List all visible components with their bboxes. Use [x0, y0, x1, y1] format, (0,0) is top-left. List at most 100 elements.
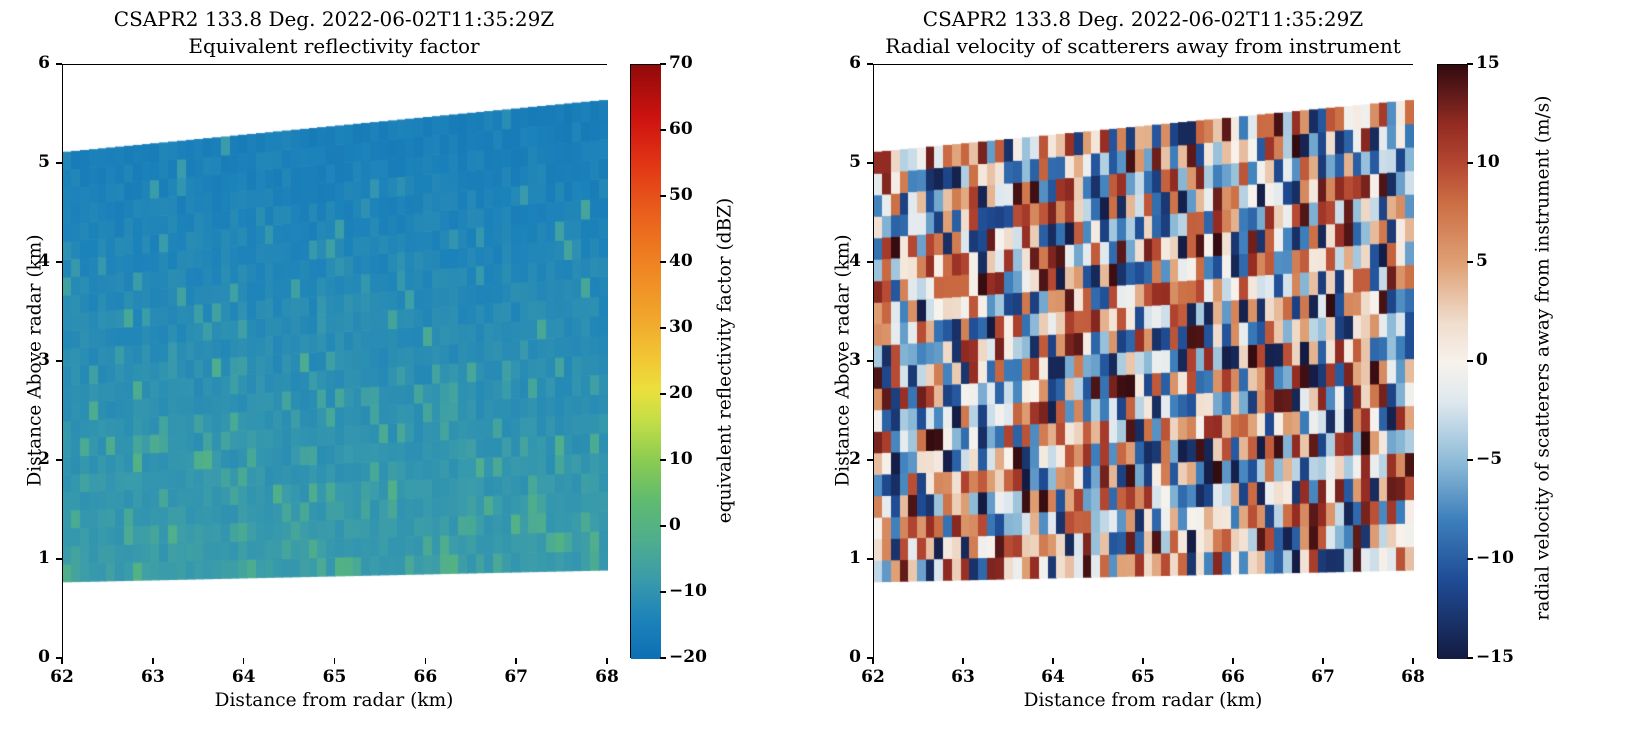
velocity-colorbar-canvas	[1438, 65, 1468, 659]
velocity-x-tick	[1142, 658, 1144, 664]
velocity-x-tick-label: 64	[1041, 667, 1065, 687]
velocity-x-tick	[1412, 658, 1414, 664]
velocity-y-tick-label: 3	[849, 350, 861, 370]
velocity-y-tick	[867, 162, 873, 164]
velocity-y-tick-label: 0	[849, 647, 861, 667]
reflectivity-cbar-tick	[660, 63, 666, 65]
reflectivity-y-tick	[56, 162, 62, 164]
velocity-cbar-tick-label: −15	[1476, 647, 1514, 667]
reflectivity-colorbar	[630, 64, 661, 659]
reflectivity-x-tick-label: 65	[322, 667, 347, 687]
reflectivity-y-tick-label: 1	[38, 548, 50, 568]
velocity-x-tick	[1052, 658, 1054, 664]
velocity-cbar-tick	[1467, 261, 1473, 263]
velocity-x-tick	[962, 658, 964, 664]
velocity-cbar-tick	[1467, 459, 1473, 461]
reflectivity-cbar-tick-label: 50	[669, 185, 693, 205]
velocity-y-tick-label: 4	[849, 251, 861, 271]
velocity-x-tick	[1322, 658, 1324, 664]
reflectivity-cbar-tick	[660, 129, 666, 131]
velocity-x-tick-label: 68	[1401, 667, 1425, 687]
reflectivity-cbar-tick-label: 60	[669, 119, 693, 139]
velocity-cbar-tick-label: 15	[1476, 53, 1500, 73]
velocity-title-line1: CSAPR2 133.8 Deg. 2022-06-02T11:35:29Z	[922, 7, 1364, 31]
reflectivity-x-tick-label: 66	[413, 667, 438, 687]
reflectivity-cbar-tick-label: 40	[669, 251, 693, 271]
velocity-cbar-tick	[1467, 657, 1473, 659]
velocity-title-line2: Radial velocity of scatterers away from …	[885, 34, 1401, 58]
velocity-x-tick	[1232, 658, 1234, 664]
velocity-x-tick-label: 66	[1221, 667, 1245, 687]
reflectivity-x-tick-label: 68	[595, 667, 619, 687]
reflectivity-y-tick	[56, 261, 62, 263]
velocity-y-tick	[867, 261, 873, 263]
reflectivity-title-line2: Equivalent reflectivity factor	[188, 34, 480, 58]
reflectivity-cbar-tick	[660, 327, 666, 329]
reflectivity-cbar-tick	[660, 525, 666, 527]
reflectivity-cbar-tick-label: −20	[669, 647, 707, 667]
reflectivity-x-tick-label: 64	[231, 667, 256, 687]
reflectivity-cbar-tick-label: 0	[669, 515, 681, 535]
velocity-cbar-tick	[1467, 558, 1473, 560]
velocity-cbar-tick	[1467, 63, 1473, 65]
reflectivity-cbar-tick	[660, 657, 666, 659]
velocity-xlabel: Distance from radar (km)	[1023, 690, 1263, 711]
reflectivity-y-tick	[56, 63, 62, 65]
reflectivity-x-tick	[152, 658, 154, 664]
velocity-cbar-tick	[1467, 162, 1473, 164]
reflectivity-y-tick	[56, 558, 62, 560]
reflectivity-colorbar-label: equivalent reflectivity factor (dBZ)	[714, 197, 736, 524]
reflectivity-title-line1: CSAPR2 133.8 Deg. 2022-06-02T11:35:29Z	[113, 7, 555, 31]
velocity-y-tick	[867, 63, 873, 65]
velocity-x-tick-label: 62	[861, 667, 885, 687]
reflectivity-y-tick	[56, 459, 62, 461]
velocity-y-tick	[867, 360, 873, 362]
velocity-cbar-tick-label: −10	[1476, 548, 1514, 568]
reflectivity-cbar-tick-label: 10	[669, 449, 693, 469]
reflectivity-y-tick	[56, 657, 62, 659]
velocity-y-tick-label: 2	[849, 449, 861, 469]
reflectivity-cbar-tick	[660, 459, 666, 461]
reflectivity-y-tick-label: 2	[38, 449, 50, 469]
reflectivity-x-tick-label: 62	[50, 667, 74, 687]
reflectivity-cbar-tick-label: 70	[669, 53, 693, 73]
reflectivity-cbar-tick	[660, 393, 666, 395]
reflectivity-x-tick	[333, 658, 336, 664]
velocity-x-tick	[872, 658, 874, 664]
velocity-heatmap-canvas	[874, 65, 1414, 659]
reflectivity-x-tick-label: 67	[504, 667, 528, 687]
reflectivity-x-tick-label: 63	[140, 667, 165, 687]
velocity-cbar-tick-label: 10	[1476, 152, 1500, 172]
reflectivity-cbar-tick	[660, 261, 666, 263]
velocity-y-tick-label: 6	[849, 53, 861, 73]
velocity-cbar-tick-label: 0	[1476, 350, 1488, 370]
reflectivity-cbar-tick	[660, 591, 666, 593]
velocity-axes	[873, 64, 1414, 659]
velocity-y-tick-label: 1	[849, 548, 861, 568]
velocity-y-tick-label: 5	[849, 152, 861, 172]
reflectivity-cbar-tick	[660, 195, 666, 197]
reflectivity-xlabel: Distance from radar (km)	[214, 690, 454, 711]
velocity-cbar-tick-label: 5	[1476, 251, 1488, 271]
velocity-x-tick-label: 63	[951, 667, 975, 687]
reflectivity-axes	[62, 64, 608, 659]
reflectivity-y-tick-label: 6	[38, 53, 50, 73]
velocity-y-tick	[867, 558, 873, 560]
reflectivity-cbar-tick-label: −10	[669, 581, 707, 601]
reflectivity-x-tick	[606, 658, 608, 664]
reflectivity-colorbar-canvas	[631, 65, 661, 659]
reflectivity-y-tick-label: 0	[38, 647, 50, 667]
velocity-cbar-tick-label: −5	[1476, 449, 1503, 469]
velocity-x-tick-label: 65	[1131, 667, 1155, 687]
velocity-cbar-tick	[1467, 360, 1473, 362]
reflectivity-heatmap-canvas	[63, 65, 608, 659]
reflectivity-cbar-tick-label: 30	[669, 317, 693, 337]
velocity-x-tick-label: 67	[1311, 667, 1335, 687]
velocity-colorbar	[1437, 64, 1468, 659]
reflectivity-x-tick	[515, 658, 517, 664]
reflectivity-y-tick-label: 4	[38, 251, 50, 271]
reflectivity-y-tick-label: 5	[38, 152, 50, 172]
reflectivity-y-tick	[56, 360, 62, 362]
velocity-y-tick	[867, 657, 873, 659]
